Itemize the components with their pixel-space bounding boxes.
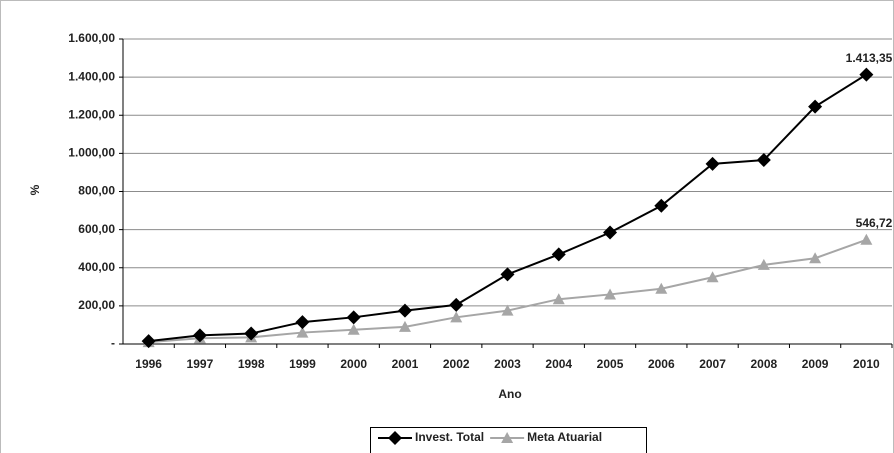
marker [347, 323, 360, 335]
marker [859, 67, 874, 82]
x-tick-label: 1998 [238, 357, 265, 371]
y-tick-label: 1.200,00 [68, 107, 115, 121]
legend-label: Invest. Total [415, 430, 484, 444]
y-tick-label: 1.000,00 [68, 146, 115, 160]
x-tick-label: 2006 [648, 357, 675, 371]
data-label: 1.413,35 [846, 51, 893, 65]
y-tick-label: 400,00 [78, 260, 115, 274]
marker [551, 247, 566, 262]
marker [296, 326, 309, 338]
marker [346, 310, 361, 325]
x-tick-label: 2009 [802, 357, 829, 371]
y-tick-label: 1.600,00 [68, 31, 115, 45]
marker [449, 297, 464, 312]
marker [860, 233, 873, 245]
x-tick-label: 2003 [494, 357, 521, 371]
x-tick-label: 2010 [853, 357, 880, 371]
x-tick-label: 1999 [289, 357, 316, 371]
marker [244, 326, 259, 341]
y-tick-label: - [111, 336, 115, 350]
marker [388, 431, 402, 445]
y-tick-label: 200,00 [78, 298, 115, 312]
x-tick-label: 2005 [597, 357, 624, 371]
marker [757, 258, 770, 270]
x-axis-label: Ano [498, 387, 521, 401]
x-tick-label: 2004 [545, 357, 572, 371]
marker [756, 153, 771, 168]
y-tick-label: 800,00 [78, 184, 115, 198]
y-tick-label: 1.400,00 [68, 69, 115, 83]
marker [655, 282, 668, 294]
x-tick-label: 2007 [699, 357, 726, 371]
x-tick-label: 2008 [750, 357, 777, 371]
x-tick-label: 1996 [135, 357, 162, 371]
x-tick-label: 2000 [340, 357, 367, 371]
marker [808, 99, 823, 114]
data-label: 546,72 [856, 216, 893, 230]
marker [450, 311, 463, 323]
marker [604, 288, 617, 300]
x-tick-label: 1997 [187, 357, 214, 371]
y-tick-label: 600,00 [78, 222, 115, 236]
x-tick-label: 2001 [392, 357, 419, 371]
marker [501, 304, 514, 316]
marker [295, 315, 310, 330]
legend-label: Meta Atuarial [527, 430, 602, 444]
marker [141, 334, 156, 349]
marker [500, 267, 515, 282]
x-tick-label: 2002 [443, 357, 470, 371]
marker [654, 198, 669, 213]
marker [809, 252, 822, 264]
y-axis-label: % [28, 184, 42, 195]
marker [603, 225, 618, 240]
marker [397, 303, 412, 318]
marker [398, 320, 411, 332]
marker [706, 271, 719, 283]
marker [552, 293, 565, 305]
marker [501, 432, 514, 443]
marker [192, 328, 207, 343]
marker [705, 156, 720, 171]
